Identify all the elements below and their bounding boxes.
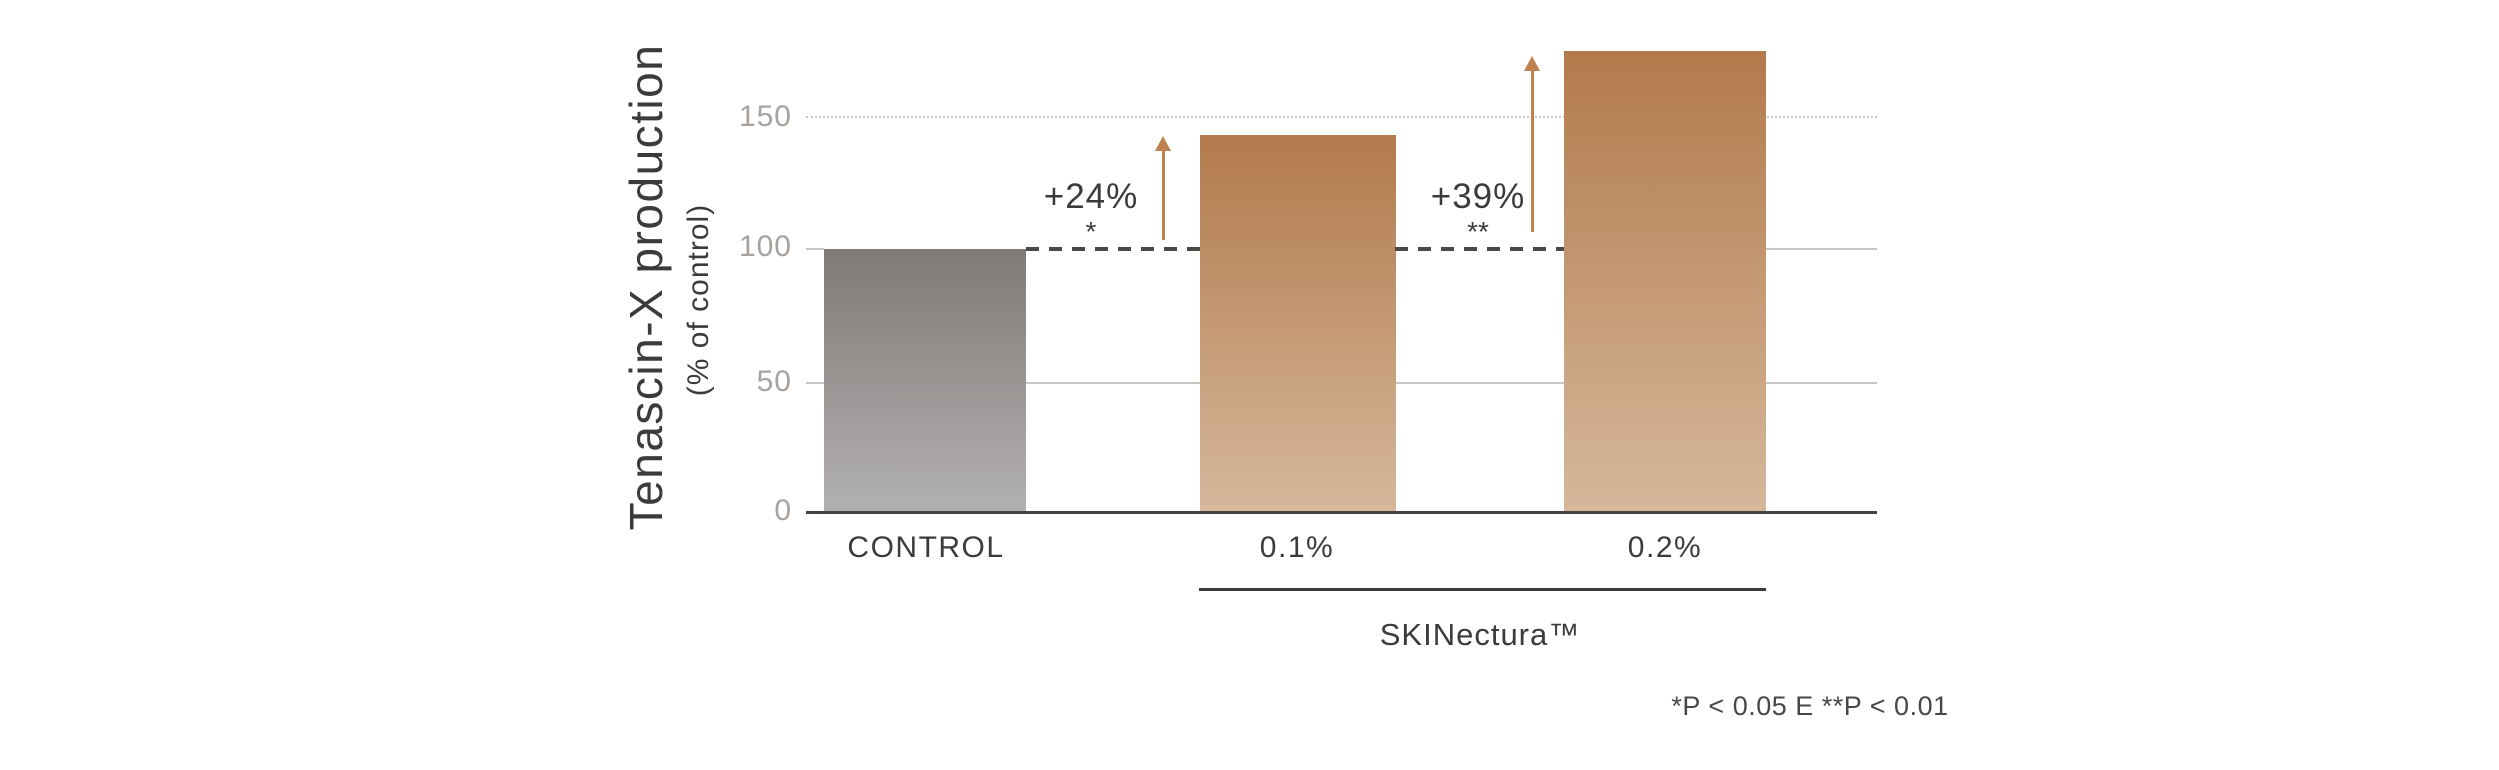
y-tick-100: 100 (738, 230, 792, 263)
group-bracket-line (1199, 588, 1766, 591)
significance-01: * (1085, 216, 1097, 247)
increase-arrow-02-shaft (1531, 70, 1534, 232)
significance-footnote: *P < 0.05 E **P < 0.01 (1671, 691, 1949, 721)
x-label-0-1-percent: 0.1% (1259, 531, 1335, 564)
y-tick-0: 0 (774, 494, 792, 527)
reference-dash-01-to-02 (1395, 247, 1564, 251)
y-axis-title: Tenascin-X production (620, 43, 672, 531)
y-axis-subtitle: (% of control) (682, 203, 715, 397)
delta-label-02: +39% (1430, 177, 1526, 216)
increase-arrow-02-icon (1524, 56, 1540, 71)
bar-0-2-percent (1564, 51, 1766, 513)
bar-0-1-percent (1200, 135, 1396, 513)
group-label: SKINectura™ (1379, 617, 1581, 652)
reference-dash-control-to-01 (1026, 247, 1200, 251)
increase-arrow-01-icon (1155, 136, 1171, 151)
y-tick-50: 50 (756, 365, 792, 398)
y-tick-150: 150 (738, 100, 792, 133)
gridline-100-left-segment (806, 248, 824, 250)
significance-02: ** (1467, 216, 1489, 247)
x-axis-baseline (806, 511, 1877, 514)
x-label-control: CONTROL (847, 531, 1005, 564)
increase-arrow-01-shaft (1162, 150, 1165, 240)
x-label-0-2-percent: 0.2% (1627, 531, 1703, 564)
bar-control (824, 249, 1026, 513)
delta-label-01: +24% (1043, 177, 1139, 216)
gridline-100-right-segment (1766, 248, 1877, 250)
gridline-150 (806, 116, 1877, 118)
